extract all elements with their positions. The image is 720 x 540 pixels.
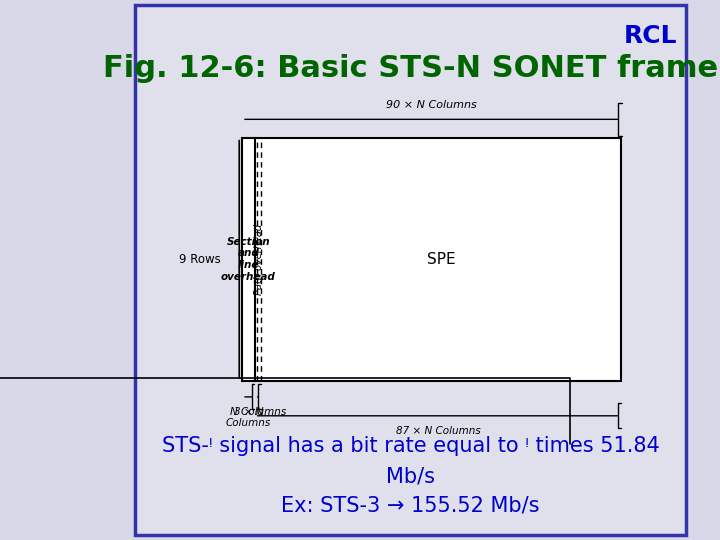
Text: 3 × N
Columns: 3 × N Columns: [226, 407, 271, 428]
Text: RCL: RCL: [624, 24, 678, 48]
Text: Mb/s: Mb/s: [386, 467, 435, 487]
Text: Path overhead: Path overhead: [254, 224, 264, 295]
Bar: [242, 138, 621, 381]
Text: N Columns: N Columns: [230, 407, 286, 417]
FancyBboxPatch shape: [135, 5, 686, 535]
Text: Fig. 12-6: Basic STS-N SONET frame: Fig. 12-6: Basic STS-N SONET frame: [103, 54, 718, 83]
Text: STS-ᵎ signal has a bit rate equal to ᵎ times 51.84: STS-ᵎ signal has a bit rate equal to ᵎ t…: [162, 435, 660, 456]
Text: 90 × N Columns: 90 × N Columns: [386, 100, 477, 110]
Text: Section
and
line
overhead: Section and line overhead: [221, 237, 276, 281]
Text: SPE: SPE: [427, 252, 456, 267]
Text: Ex: STS-3 → 155.52 Mb/s: Ex: STS-3 → 155.52 Mb/s: [282, 496, 540, 516]
Text: 87 × N Columns: 87 × N Columns: [395, 426, 480, 436]
Text: 9 Rows: 9 Rows: [179, 253, 221, 266]
